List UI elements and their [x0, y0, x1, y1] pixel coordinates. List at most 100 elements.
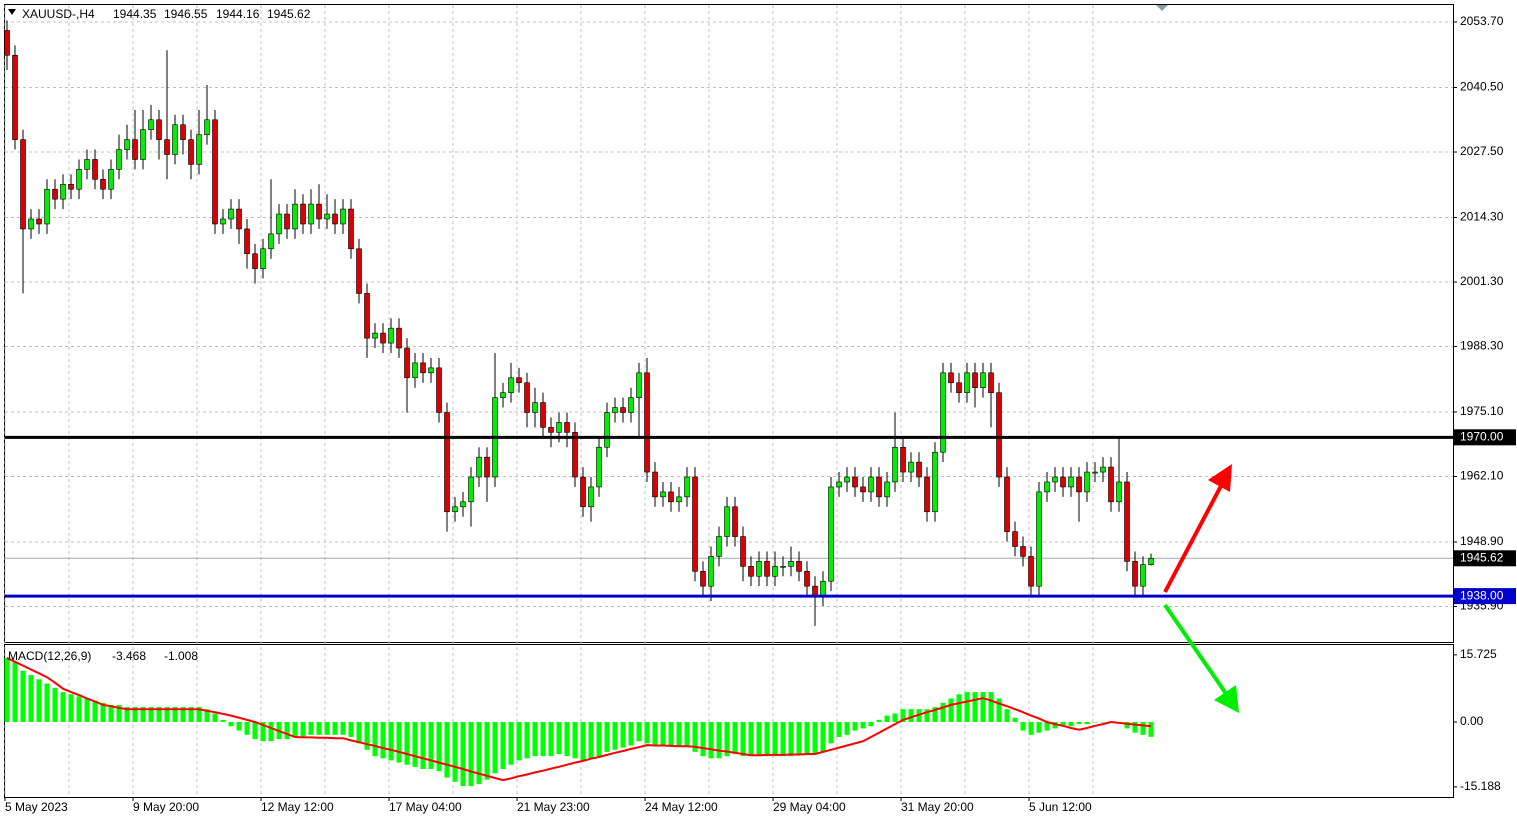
macd-bar: [244, 722, 250, 735]
candle-body: [260, 248, 266, 269]
candle-body: [340, 208, 346, 225]
y-tick-label: 0.00: [1460, 714, 1484, 728]
candle-body: [636, 372, 642, 398]
macd-bar: [524, 722, 530, 759]
candle-body: [1084, 471, 1090, 493]
macd-bar: [788, 722, 794, 757]
macd-bar: [828, 722, 834, 744]
macd-bar: [1044, 722, 1050, 731]
candle-body: [52, 188, 58, 200]
x-tick-label: 5 May 2023: [5, 800, 68, 814]
macd-bar: [356, 722, 362, 744]
macd-bar: [460, 722, 466, 787]
macd-bar: [492, 722, 498, 774]
candle-body: [124, 139, 130, 150]
macd-bar: [964, 692, 970, 723]
candle-body: [716, 536, 722, 557]
ohlc-open: 1944.35: [113, 7, 157, 21]
plot-layer: 2053.70 2040.50 2027.50 2014.30 2001.30 1988.…: [4, 5, 1516, 814]
candle-body: [708, 556, 714, 587]
macd-bar: [876, 719, 882, 723]
candle-body: [1100, 466, 1106, 473]
macd-bar: [268, 722, 274, 742]
macd-bar: [764, 722, 770, 757]
macd-bar: [884, 715, 890, 723]
macd-bar: [1028, 722, 1034, 735]
candle-body: [68, 183, 74, 190]
macd-bar: [1148, 722, 1154, 737]
last-price-box: [1454, 550, 1516, 567]
macd-bar: [1076, 722, 1082, 725]
macd-bar: [1060, 722, 1066, 727]
macd-bar: [380, 722, 386, 759]
macd-bar: [1020, 722, 1026, 731]
candle-body: [188, 139, 194, 165]
macd-bar: [140, 707, 146, 723]
candle-body: [444, 412, 450, 513]
y-tick-label: 2014.30: [1460, 210, 1504, 224]
y-tick-label: 15.725: [1460, 647, 1497, 661]
candle-body: [236, 208, 242, 230]
candle-body: [4, 30, 10, 56]
y-tick-label: 2027.50: [1460, 144, 1504, 158]
candle-body: [476, 456, 482, 478]
collapse-icon[interactable]: [8, 9, 16, 15]
macd-bar: [540, 722, 546, 757]
candle-body: [988, 372, 994, 393]
candle-body: [412, 362, 418, 379]
macd-bar: [60, 692, 66, 723]
macd-bar: [36, 679, 42, 723]
candle-body: [916, 461, 922, 478]
candle-body: [756, 561, 762, 577]
macd-bar: [620, 722, 626, 748]
macd-bar: [564, 722, 570, 757]
macd-bar: [412, 722, 418, 767]
candle-body: [1020, 546, 1026, 557]
macd-bar: [652, 722, 658, 746]
up-arrow: [1163, 464, 1232, 593]
macd-bar: [772, 722, 778, 757]
candle-body: [740, 536, 746, 567]
macd-bar: [452, 722, 458, 782]
candle-body: [972, 372, 978, 389]
macd-bar: [756, 722, 762, 757]
macd-bar: [500, 722, 506, 769]
macd-bar: [84, 698, 90, 723]
macd-bar: [236, 722, 242, 731]
candle-body: [1108, 466, 1114, 503]
macd-bar: [532, 722, 538, 757]
macd-bar: [156, 707, 162, 723]
macd-bar: [436, 722, 442, 772]
candle-body: [564, 422, 570, 433]
candle-body: [780, 566, 786, 568]
candle-body: [252, 253, 258, 269]
macd-bar: [580, 722, 586, 761]
candle-body: [1028, 556, 1034, 587]
candle-body: [964, 372, 970, 393]
candle-body: [892, 446, 898, 483]
macd-bar: [940, 702, 946, 723]
candle-body: [220, 218, 226, 225]
candle-body: [772, 566, 778, 577]
candle-body: [908, 461, 914, 473]
candle-body: [604, 412, 610, 448]
macd-bar: [932, 707, 938, 723]
macd-bar: [476, 722, 482, 784]
macd-bar: [556, 722, 562, 755]
macd-bar: [1068, 722, 1074, 727]
shift-marker: [1156, 5, 1168, 11]
macd-bar: [644, 722, 650, 744]
y-tick-label: 1988.30: [1460, 339, 1504, 353]
candle-body: [932, 451, 938, 513]
arrow-head: [1208, 464, 1232, 492]
macd-bar: [204, 709, 210, 723]
candle-body: [540, 402, 546, 428]
candle-body: [828, 486, 834, 582]
macd-bar: [12, 662, 18, 723]
candle-body: [404, 347, 410, 379]
macd-bar: [628, 722, 634, 746]
macd-bar: [132, 707, 138, 723]
macd-bar: [660, 722, 666, 746]
macd-bar: [20, 670, 26, 723]
